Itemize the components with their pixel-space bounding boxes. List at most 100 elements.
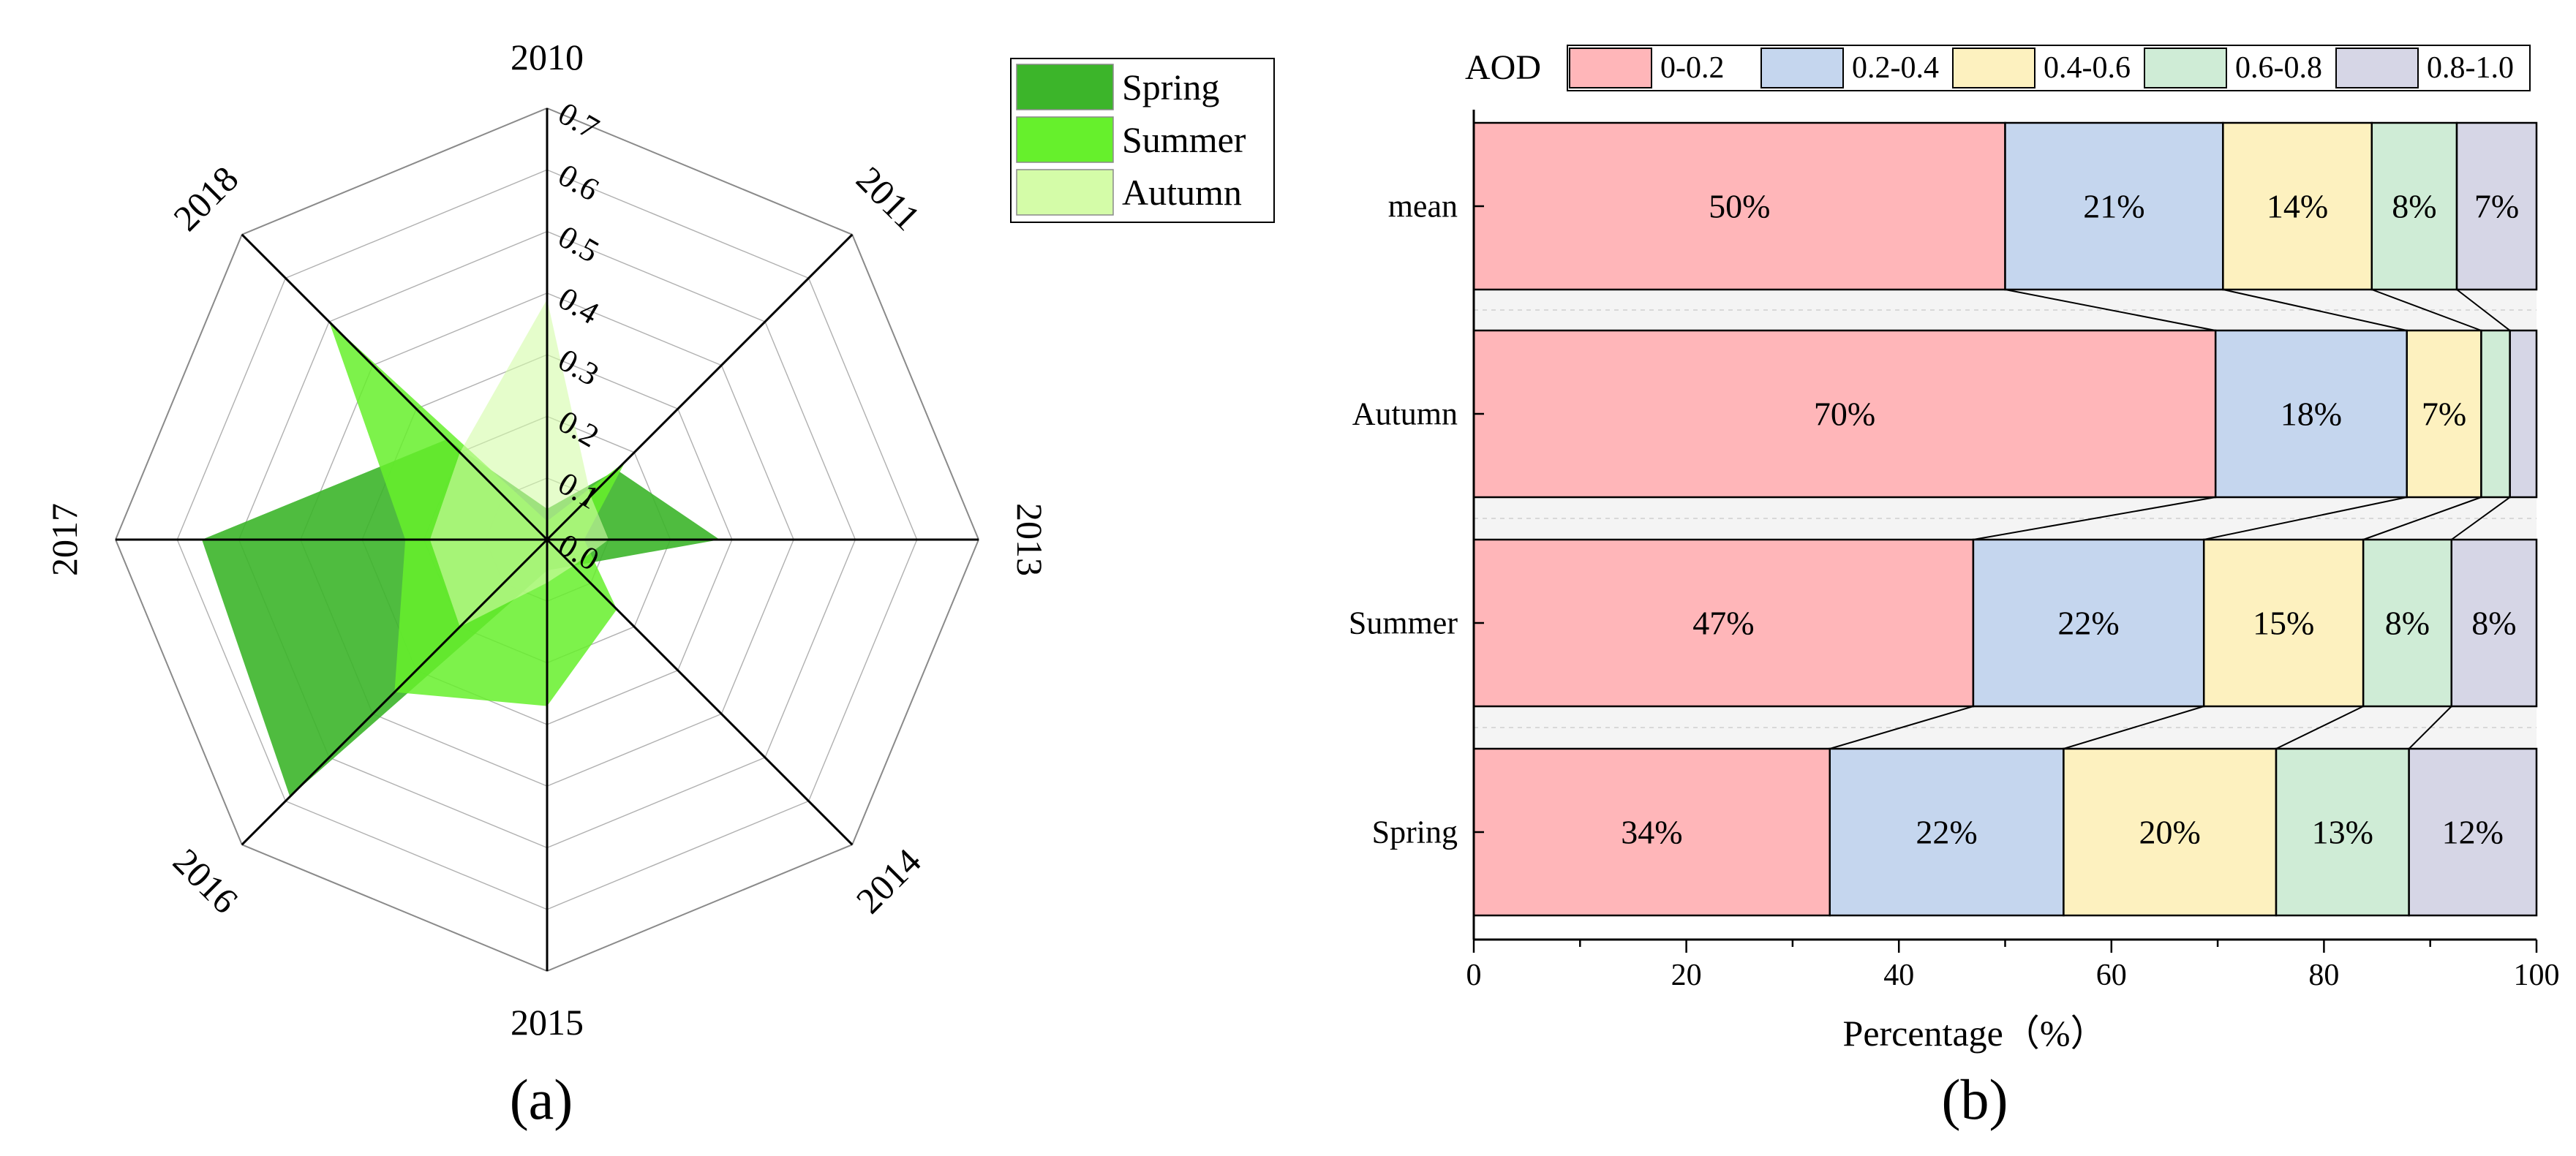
- radar-legend-swatch: [1016, 116, 1114, 163]
- radar-tick-label: 0.5: [552, 219, 605, 270]
- connector-line: [2223, 289, 2407, 331]
- connector-line: [2451, 496, 2511, 540]
- radar-legend-swatch: [1016, 64, 1114, 110]
- connector-line: [2371, 289, 2482, 331]
- bar-segments: 50% 21% 14% 8% 7% 70% 18% 7% 47% 22% 15% 8% 8% 34% 22%…: [1472, 121, 2538, 917]
- radar-series-autumn: [429, 299, 609, 627]
- bar-connectors: [1474, 289, 2537, 749]
- connector-line: [2456, 289, 2511, 331]
- panel-label-a: (a): [510, 1068, 573, 1131]
- x-tick-label: 80: [2308, 959, 2339, 992]
- aod-legend-title: AOD: [1465, 48, 1541, 87]
- y-tick-label: mean: [1388, 189, 1458, 224]
- y-tick-label: Spring: [1372, 815, 1458, 850]
- bar-segment: [1972, 538, 2205, 708]
- radar-axis-label: 2017: [44, 503, 85, 576]
- bar-segment: [2004, 121, 2224, 291]
- bar-segment: [2222, 121, 2373, 291]
- aod-legend-label: 0.6-0.8: [2235, 51, 2322, 85]
- bar-segment: [2275, 747, 2410, 917]
- connector-line: [2275, 706, 2364, 749]
- bar-data-label: 70%: [1814, 396, 1875, 433]
- panel-label-b: (b): [1942, 1068, 2008, 1131]
- radar-axis-line: [241, 538, 549, 846]
- radar-axis-label: 2014: [848, 841, 929, 921]
- bar-segment: [1472, 329, 2217, 499]
- bar-data-label: 21%: [2083, 188, 2144, 225]
- bar-data-label: 50%: [1709, 188, 1770, 225]
- bar-data-label: 8%: [2385, 605, 2430, 642]
- bar-segment: [2370, 121, 2458, 291]
- radar-legend-label: Summer: [1122, 119, 1246, 160]
- bar-segment: [2455, 121, 2538, 291]
- aod-legend: AOD 0-0.2 0.2-0.4 0.4-0.6 0.6-0.8 0.8-1.0: [1465, 45, 2531, 91]
- radar-series: [202, 299, 720, 797]
- x-tick-label: 20: [1671, 959, 1702, 992]
- aod-legend-swatch: [1760, 48, 1844, 88]
- aod-legend-label: 0.8-1.0: [2427, 51, 2514, 85]
- bar-segment: [1472, 538, 1975, 708]
- radar-axis-label: 2013: [1009, 503, 1050, 576]
- aod-legend-swatch: [1952, 48, 2035, 88]
- bar-data-label: 34%: [1621, 814, 1682, 851]
- radar-tick-label: 0.7: [552, 95, 605, 146]
- bar-data-label: 12%: [2442, 814, 2504, 851]
- aod-legend-label: 0.2-0.4: [1852, 51, 1939, 85]
- connector-line: [1829, 706, 1974, 749]
- x-axis-title: Percentage（%）: [1843, 1013, 2107, 1054]
- radar-tick-label: 0.6: [552, 157, 605, 208]
- bar-data-label: 47%: [1692, 605, 1754, 642]
- radar-axis-line: [546, 233, 854, 541]
- stacked-bar-chart: AOD 0-0.2 0.2-0.4 0.4-0.6 0.6-0.8 0.8-1.0 50…: [1349, 45, 2560, 1131]
- bar-segment: [1472, 121, 2006, 291]
- radar-axis-label: 2015: [511, 1002, 584, 1043]
- connector-line: [2408, 706, 2452, 749]
- aod-legend-swatch: [1569, 48, 1652, 88]
- aod-legend-swatch: [2335, 48, 2419, 88]
- y-tick-label: Autumn: [1352, 396, 1458, 432]
- connector-line: [2362, 496, 2482, 540]
- radar-axis-label: 2011: [848, 159, 928, 238]
- bar-segment: [2450, 538, 2538, 708]
- bar-data-label: 8%: [2392, 188, 2436, 225]
- bar-segment: [2408, 747, 2538, 917]
- x-tick-label: 40: [1883, 959, 1914, 992]
- x-tick-label: 0: [1466, 959, 1482, 992]
- radar-axis-line: [241, 233, 549, 541]
- bar-data-label: 7%: [2422, 396, 2466, 433]
- radar-axis-label: 2018: [165, 158, 246, 238]
- radar-axis-label: 2016: [165, 841, 246, 921]
- y-tick-label: Summer: [1349, 605, 1458, 641]
- radar-legend-label: Spring: [1122, 67, 1219, 107]
- bar-data-label: 22%: [2057, 605, 2119, 642]
- aod-legend-label: 0-0.2: [1660, 51, 1725, 85]
- bar-data-label: 22%: [1916, 814, 1977, 851]
- connector-line: [2063, 706, 2204, 749]
- connector-line: [2204, 496, 2407, 540]
- aod-legend-label: 0.4-0.6: [2044, 51, 2131, 85]
- bar-data-label: 18%: [2281, 396, 2342, 433]
- connector-line: [2005, 289, 2216, 331]
- radar-chart: 0.00.10.20.30.40.50.60.7 201020112013201…: [44, 37, 1275, 1131]
- radar-legend: Spring Summer Autumn: [1010, 58, 1275, 223]
- bar-segment: [1829, 747, 2065, 917]
- bar-segment: [2406, 329, 2482, 499]
- radar-tick-label: 0.4: [552, 280, 605, 331]
- bar-segment: [2063, 747, 2278, 917]
- connector-line: [1973, 496, 2216, 540]
- aod-legend-swatch: [2144, 48, 2227, 88]
- bar-segment: [2480, 329, 2511, 499]
- bar-segment: [1472, 747, 1831, 917]
- radar-axis-label: 2010: [511, 37, 584, 78]
- bar-data-label: 15%: [2253, 605, 2314, 642]
- radar-legend-label: Autumn: [1122, 172, 1242, 213]
- bar-data-label: 8%: [2471, 605, 2516, 642]
- x-tick-label: 60: [2096, 959, 2127, 992]
- bar-data-label: 14%: [2267, 188, 2328, 225]
- radar-legend-swatch: [1016, 169, 1114, 216]
- bar-segment: [2362, 538, 2453, 708]
- bar-segment: [2214, 329, 2408, 499]
- radar-axis-line: [546, 538, 854, 846]
- bar-data-label: 7%: [2474, 188, 2519, 225]
